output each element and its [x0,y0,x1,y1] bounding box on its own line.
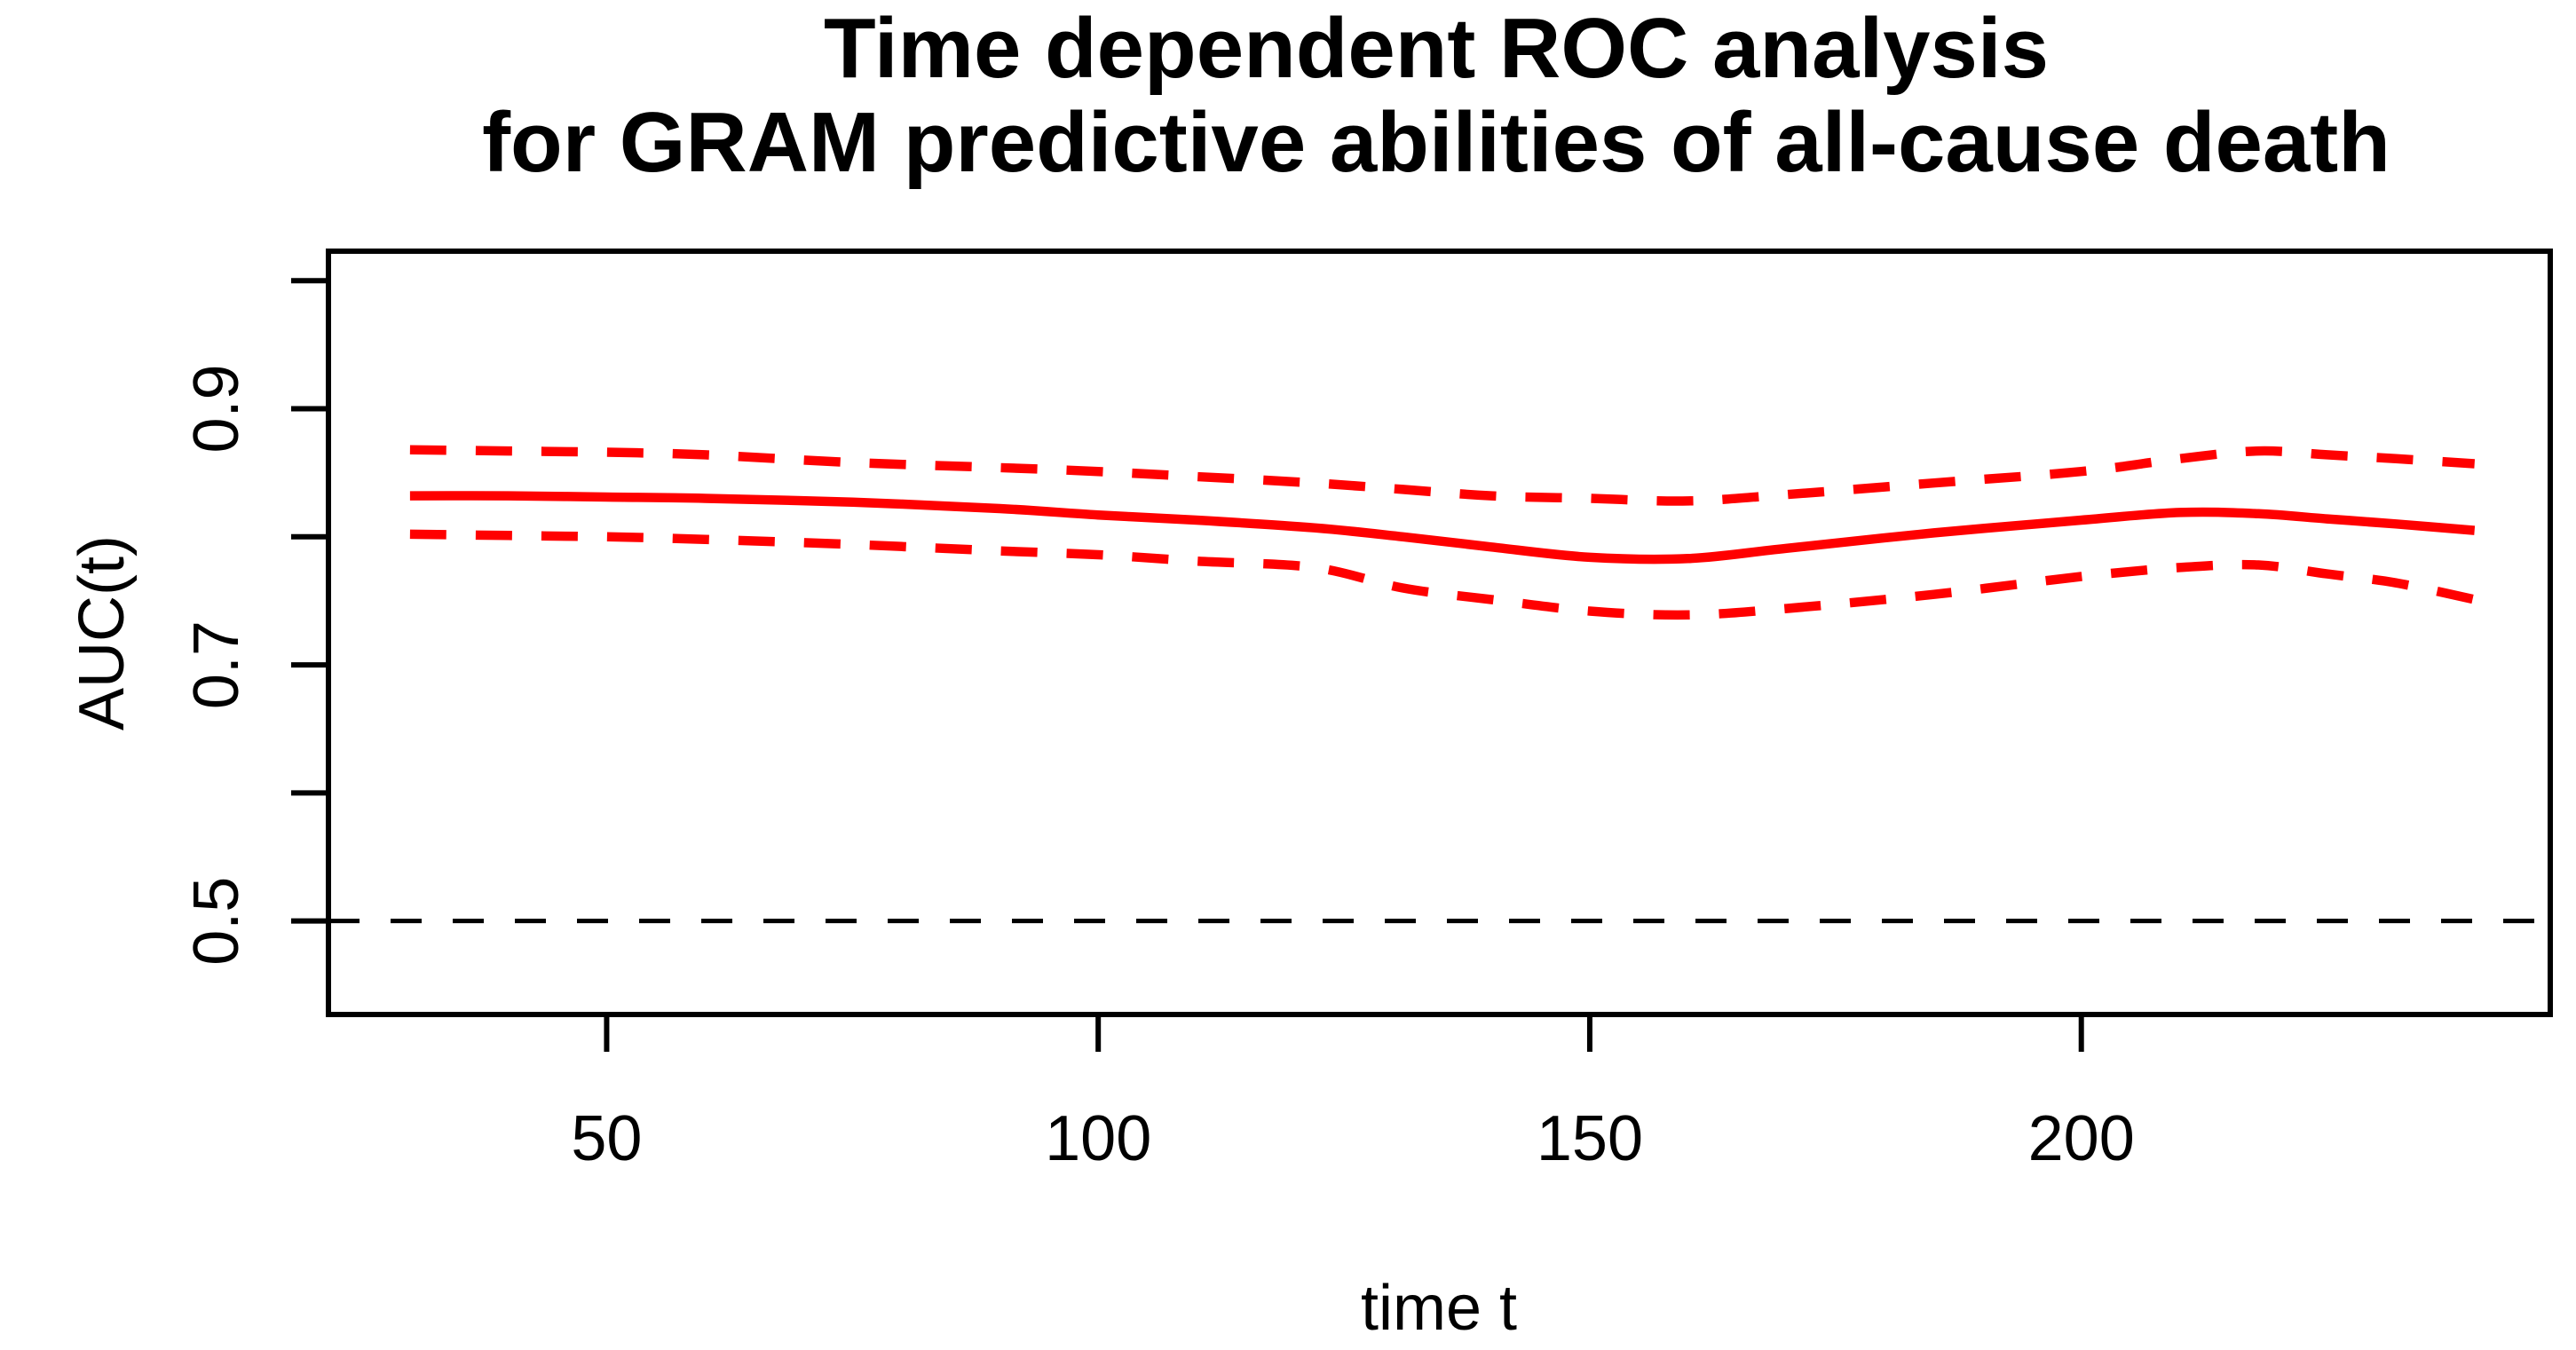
series-curve-0-auc [409,491,2476,564]
y-tick-label-0.5: 0.5 [181,877,252,966]
series-curve-2-ci [409,529,2476,620]
y-tick-label-0.9: 0.9 [181,364,252,453]
series-curve-1-ci [409,445,2476,506]
x-axis-title: time t [1360,1273,1518,1344]
x-tick-label-150: 150 [1537,1103,1643,1174]
x-tick-label-100: 100 [1045,1103,1151,1174]
x-tick-label-50: 50 [571,1103,642,1174]
chart-title: Time dependent ROC analysis for GRAM pre… [482,2,2390,190]
y-tick-label-0.7: 0.7 [181,620,252,709]
x-tick-label-200: 200 [2028,1103,2135,1174]
chart-title-line1: Time dependent ROC analysis [824,1,2049,96]
plot-box [326,249,2553,1017]
chart-title-line2: for GRAM predictive abilities of all-cau… [482,95,2390,190]
